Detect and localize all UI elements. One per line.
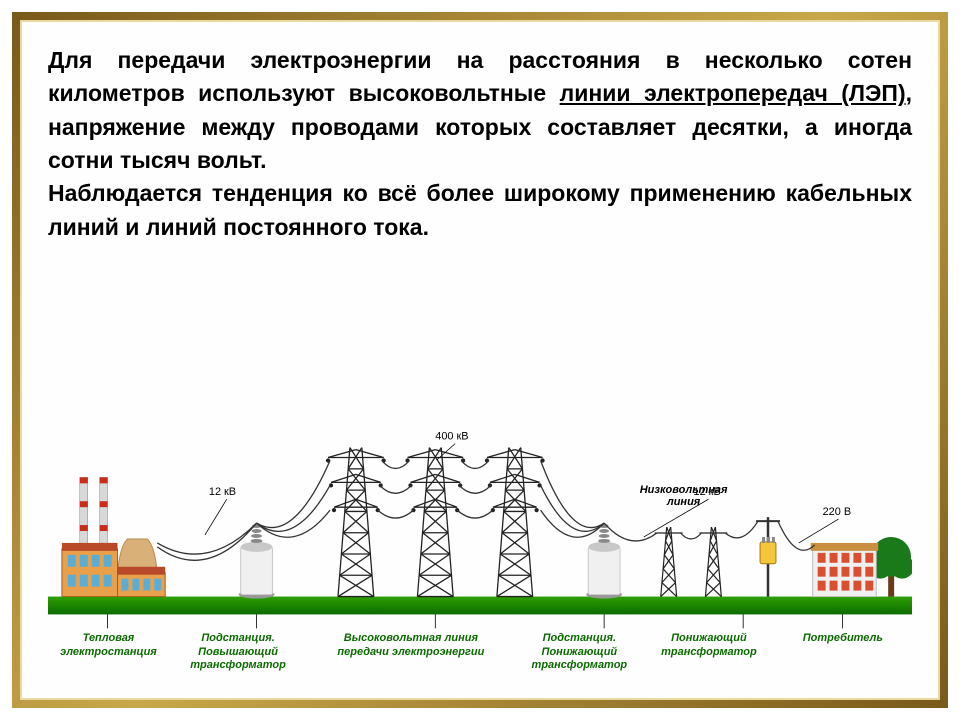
svg-text:220 В: 220 В [823, 506, 852, 518]
low-voltage-label: Низковольтнаялиния [640, 484, 728, 508]
svg-text:400 кВ: 400 кВ [435, 431, 468, 443]
caption: Подстанция.Понижающийтрансформатор [515, 632, 645, 672]
caption: Понижающийтрансформатор [644, 632, 774, 672]
caption: Подстанция.Повышающийтрансформатор [169, 632, 307, 672]
caption-row: ТепловаяэлектростанцияПодстанция.Повышаю… [48, 632, 912, 672]
caption: Тепловаяэлектростанция [48, 632, 169, 672]
caption: Потребитель [774, 632, 912, 672]
description-text: Для передачи электроэнергии на расстояни… [48, 44, 912, 244]
caption: Высоковольтная линияпередачи электроэнер… [307, 632, 514, 672]
power-transmission-diagram: 12 кВ400 кВ12 кВ220 В Низковольтнаялиния… [48, 272, 912, 676]
diagram-svg: 12 кВ400 кВ12 кВ220 В [48, 356, 912, 676]
svg-text:12 кВ: 12 кВ [209, 486, 236, 498]
lep-term: линии электропередач (ЛЭП) [560, 80, 906, 106]
